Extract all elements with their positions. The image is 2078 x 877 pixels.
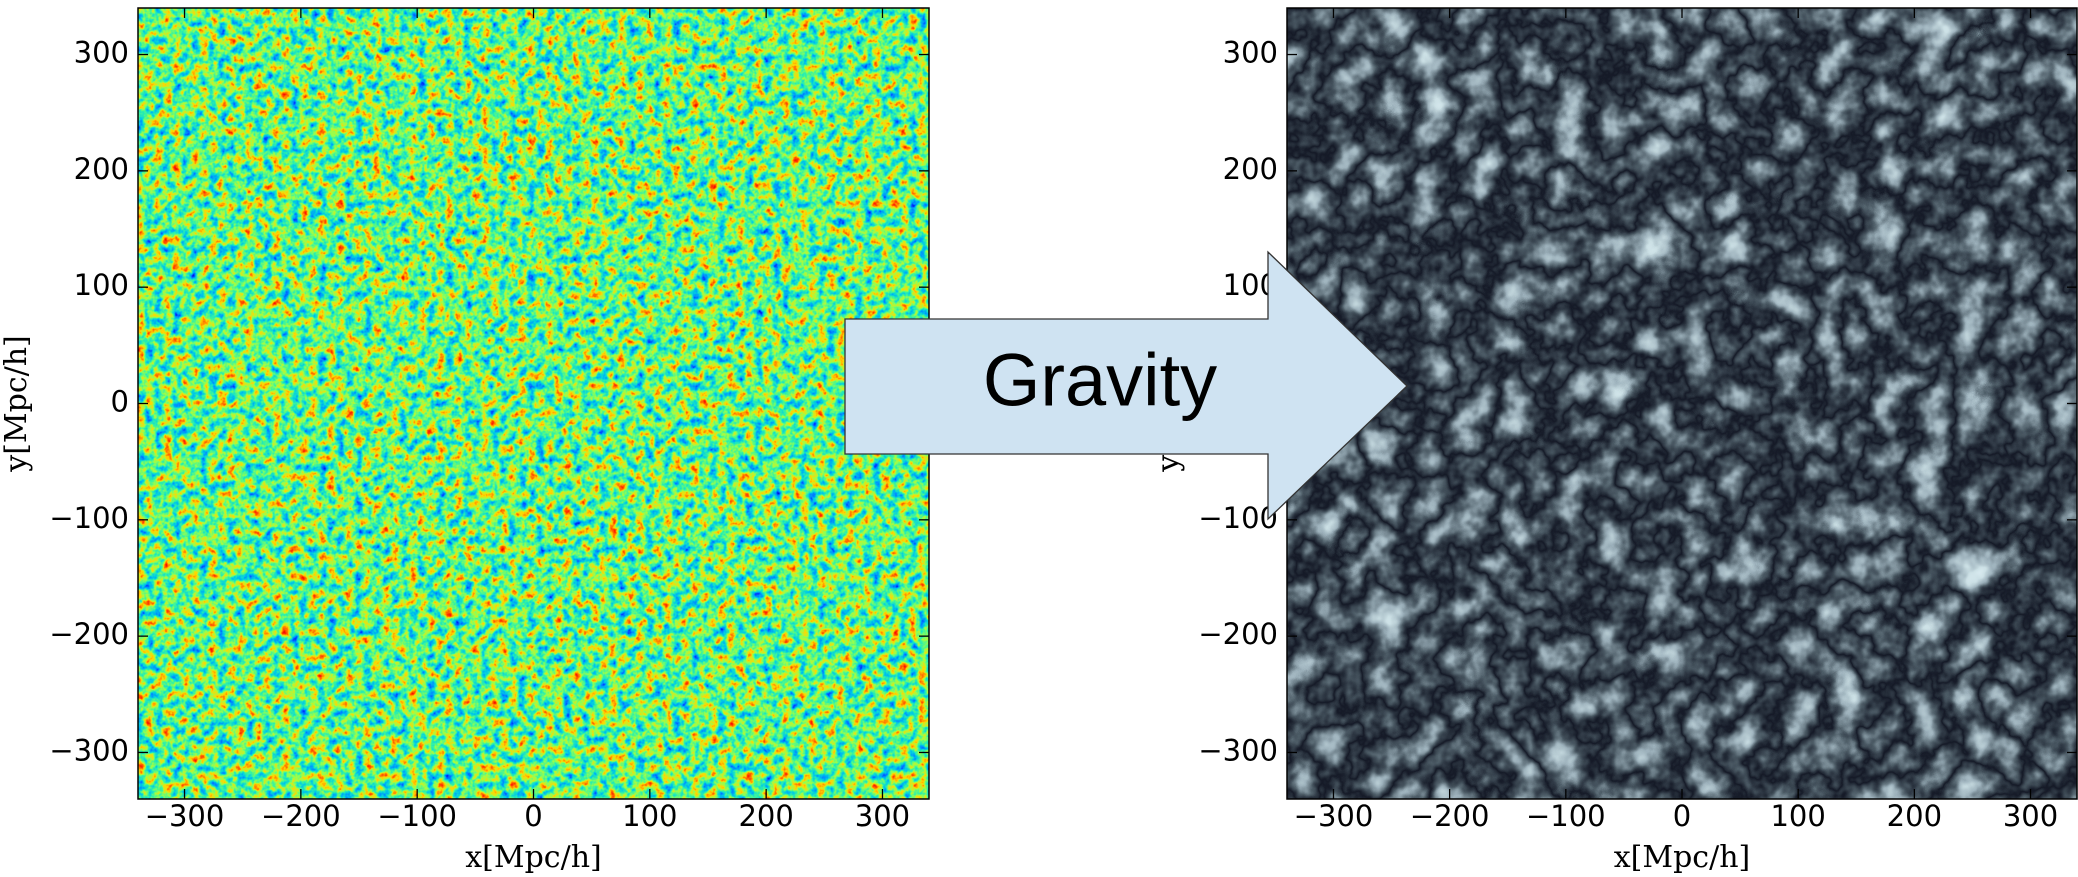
x-tick-label: 300 [855,799,910,833]
y-axis-label: y[Mpc/h] [0,335,34,473]
x-tick-label: −300 [1294,799,1374,833]
y-tick-label: −200 [1198,617,1278,651]
y-tick-label: 300 [74,36,129,70]
x-tick-label: 0 [524,799,542,833]
y-tick-label: −100 [1198,501,1278,535]
x-tick-label: −100 [377,799,457,833]
x-tick-label: −300 [145,799,225,833]
x-tick-label: −200 [261,799,341,833]
y-tick-label: −300 [49,733,129,767]
x-tick-label: −200 [1410,799,1490,833]
x-axis-label: x[Mpc/h] [1614,840,1750,875]
x-tick-label: −100 [1526,799,1606,833]
annotation: Gravity [983,339,1217,422]
y-tick-label: 100 [74,268,129,302]
figure: −300 −200 −100 0 100 200 300 −300 −200 −100 0 100 20… [0,0,2078,877]
density-image [138,8,929,799]
panel: −300 −200 −100 0 100 200 300 −300 −200 −100 0 100 20… [0,8,929,875]
x-tick-label: 200 [738,799,793,833]
x-tick-label: 300 [2003,799,2058,833]
density-image [1287,8,2077,799]
x-axis-label: x[Mpc/h] [465,840,601,875]
y-tick-label: 300 [1223,36,1278,70]
y-tick-label: −200 [49,617,129,651]
x-tick-label: 200 [1887,799,1942,833]
y-tick-label: 0 [111,385,129,419]
x-tick-label: 100 [622,799,677,833]
y-tick-label: 200 [1223,152,1278,186]
x-tick-label: 0 [1673,799,1691,833]
y-tick-label: 200 [74,152,129,186]
x-tick-label: 100 [1770,799,1825,833]
y-tick-label: −300 [1198,733,1278,767]
y-tick-label: −100 [49,501,129,535]
